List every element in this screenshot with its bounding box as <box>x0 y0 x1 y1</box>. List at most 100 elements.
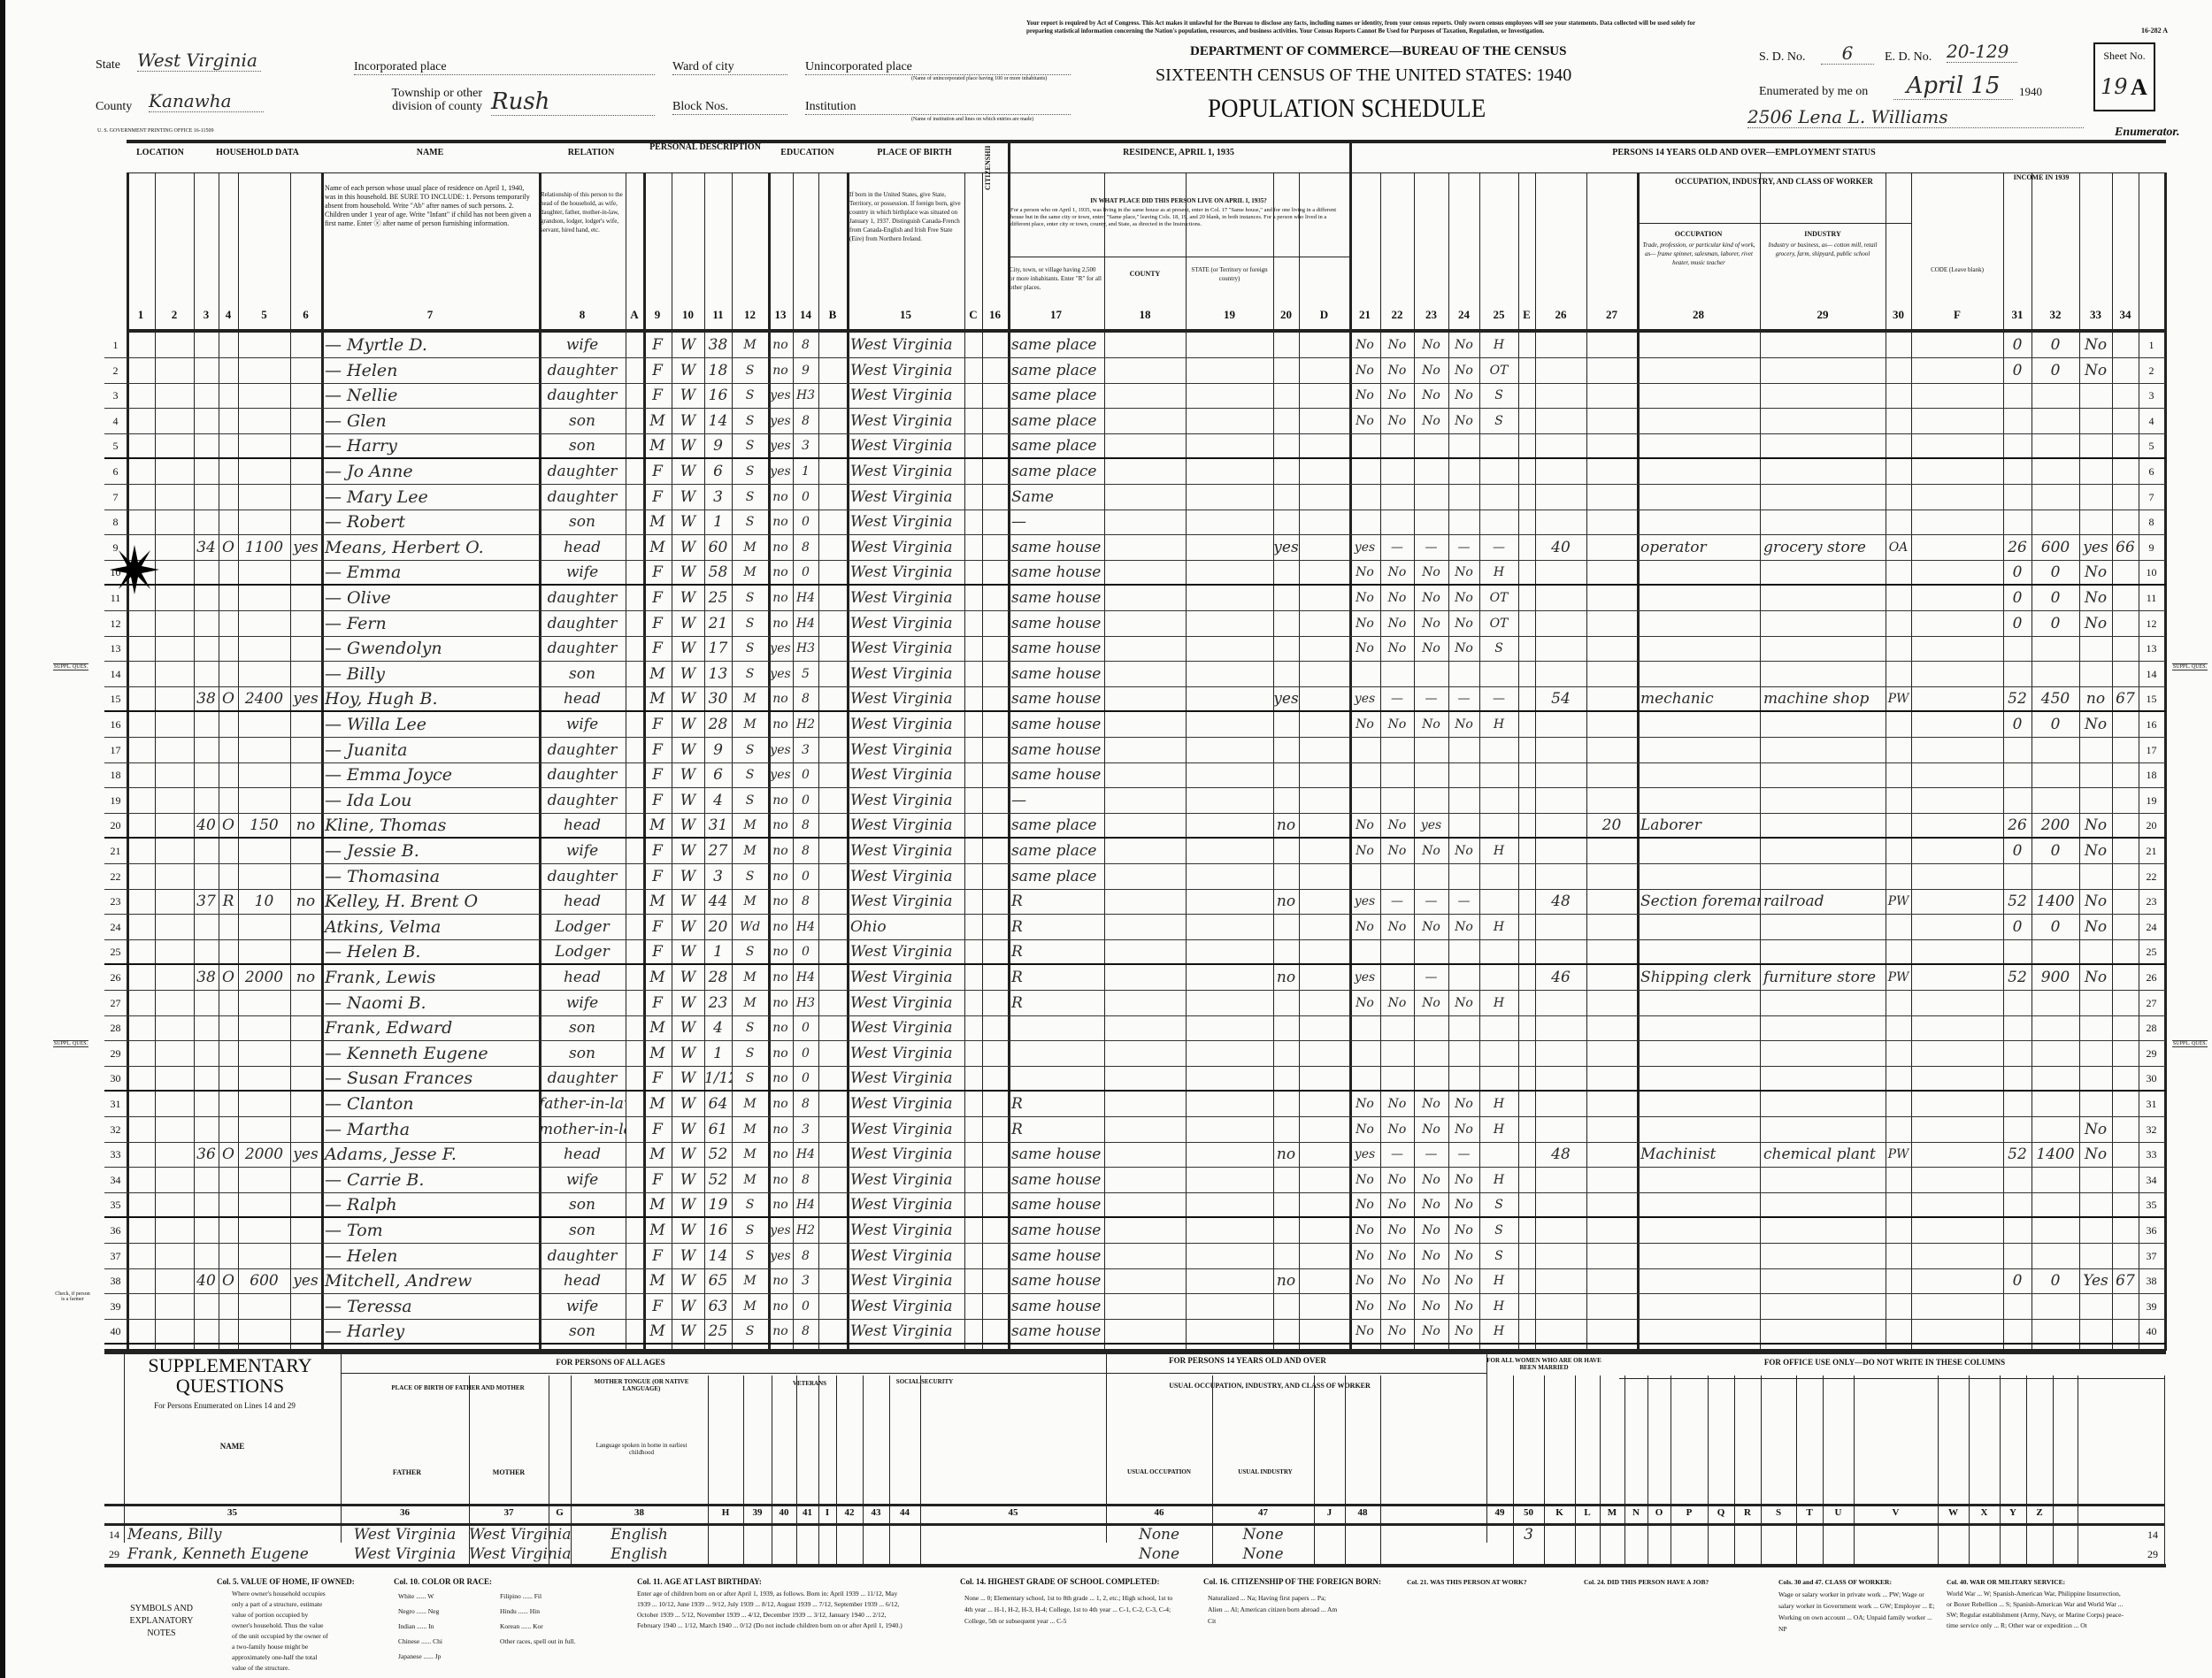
name-cell: Frank, Lewis <box>325 968 436 987</box>
wage-cell: 0 <box>2050 336 2061 354</box>
weeks-cell: 20 <box>1601 816 1622 835</box>
col30-title: Cols. 30 and 47. CLASS OF WORKER: <box>1778 1578 1892 1586</box>
hh1-cell: O <box>222 1145 234 1164</box>
marital-cell: S <box>745 641 755 656</box>
w1-cell: No <box>1387 591 1407 605</box>
suppl-column-rule <box>124 1354 126 1543</box>
suppl-column-rule <box>2026 1375 2028 1564</box>
grade-cell: 8 <box>802 1097 810 1111</box>
birthplace-cell: West Virginia <box>850 437 953 456</box>
age-cell: 25 <box>708 1322 728 1341</box>
w3-cell: No <box>1455 995 1473 1010</box>
school-cell: no <box>772 565 788 580</box>
w2-cell: No <box>1422 1097 1440 1111</box>
name-cell: — Martha <box>325 1119 411 1139</box>
suppl-column-rule <box>818 1375 820 1564</box>
name-cell: — Ralph <box>325 1195 397 1215</box>
school-cell: no <box>772 1198 788 1213</box>
column-number: 14 <box>800 308 811 321</box>
column-rule <box>847 172 849 1351</box>
column-number: 15 <box>900 308 911 321</box>
hh3-cell: yes <box>293 690 319 709</box>
column-number: B <box>828 308 837 321</box>
marital-cell: S <box>745 1021 755 1036</box>
suppl-rule <box>341 1373 1106 1375</box>
sex-cell: F <box>652 1170 663 1189</box>
marital-cell: S <box>745 1248 755 1263</box>
suppl-rule <box>104 1523 2164 1526</box>
suppl-column-number: Q <box>1717 1507 1725 1518</box>
birthplace-cell: West Virginia <box>850 993 953 1012</box>
suppl-column-rule <box>1624 1375 1626 1564</box>
grade-cell: H4 <box>795 970 816 985</box>
school-cell: no <box>772 1147 788 1162</box>
column-number: C <box>969 308 978 321</box>
grade-cell: H3 <box>795 388 816 403</box>
relation-cell: head <box>563 969 602 986</box>
race-cell: W <box>680 1170 696 1189</box>
column-number: 1 <box>137 308 144 321</box>
name-cell: — Willa Lee <box>325 715 426 734</box>
name-cell: — Olive <box>325 588 391 608</box>
w2-cell: No <box>1422 1198 1440 1213</box>
column-number: 10 <box>682 308 694 321</box>
residence-cell: same place <box>1011 437 1097 456</box>
residence-cell: — <box>1011 513 1026 532</box>
race-cell: W <box>680 589 696 607</box>
grade-cell: 8 <box>802 338 810 352</box>
name-cell: — Naomi B. <box>325 992 426 1013</box>
name-cell: — Robert <box>325 512 405 533</box>
w2-cell: No <box>1422 591 1440 605</box>
w2-cell: No <box>1422 641 1440 656</box>
birthplace-cell: West Virginia <box>850 1272 953 1291</box>
column-number: 18 <box>1139 308 1151 321</box>
residence-cell: Same <box>1011 487 1054 506</box>
wks-cell: 52 <box>2008 1145 2027 1164</box>
birthplace-cell: West Virginia <box>850 1120 953 1138</box>
col16-title: Col. 16. CITIZENSHIP OF THE FOREIGN BORN… <box>1203 1577 1382 1586</box>
sex-cell: F <box>652 766 663 785</box>
suppl-subtitle: For Persons Enumerated on Lines 14 and 2… <box>154 1401 296 1410</box>
line-number: 11 <box>2146 592 2157 604</box>
county-value: Kanawha <box>149 90 264 112</box>
form-number: 16-282 A <box>2141 27 2168 34</box>
industry-cell: chemical plant <box>1763 1145 1876 1164</box>
column-rule <box>1008 142 1010 1351</box>
suppl-women: FOR ALL WOMEN WHO ARE OR HAVE BEEN MARRI… <box>1486 1357 1601 1371</box>
relation-cell: father-in-law <box>539 1095 626 1113</box>
grade-cell: H2 <box>795 1223 816 1237</box>
column-number: 3 <box>203 308 210 321</box>
marital-cell: M <box>743 692 757 707</box>
relation-cell: Lodger <box>555 943 610 962</box>
residence-cell: — <box>1011 791 1026 809</box>
w0-cell: No <box>1356 413 1374 428</box>
race-cell: W <box>680 361 696 379</box>
suppl-bottom-border <box>104 1564 2166 1567</box>
line-number: 28 <box>110 1022 121 1035</box>
marital-cell: S <box>745 666 755 681</box>
column-rule <box>1479 172 1481 1351</box>
w0-cell: No <box>1356 1324 1374 1339</box>
w3-cell: No <box>1455 1097 1473 1111</box>
enumerator-label: Enumerator. <box>2115 126 2180 139</box>
suppl-usual-industry: USUAL INDUSTRY <box>1238 1468 1293 1475</box>
marital-cell: M <box>743 1172 757 1187</box>
birthplace-cell: West Virginia <box>850 361 953 379</box>
hours-cell: 48 <box>1551 893 1571 911</box>
suppl-column-number: J <box>1326 1507 1333 1518</box>
line-number: 2 <box>2148 364 2154 377</box>
ward-label: Ward of city <box>672 60 787 75</box>
age-cell: 3 <box>713 487 723 506</box>
school-cell: no <box>772 692 788 707</box>
name-cell: — Helen B. <box>325 942 421 962</box>
column-number: 21 <box>1359 308 1371 321</box>
marital-cell: M <box>743 894 757 909</box>
hh2-cell: 1100 <box>244 538 284 556</box>
hh0-cell: 40 <box>196 1272 216 1291</box>
